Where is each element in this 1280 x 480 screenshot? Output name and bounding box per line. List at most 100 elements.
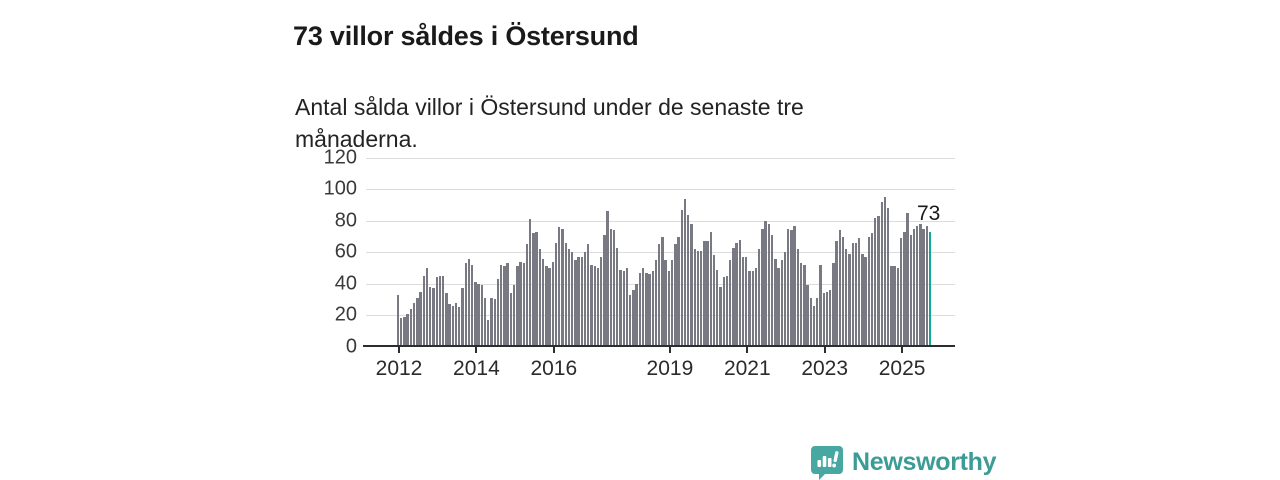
chart-subtitle: Antal sålda villor i Östersund under de … bbox=[295, 94, 804, 152]
bar bbox=[777, 267, 780, 347]
bar bbox=[796, 249, 800, 347]
bar bbox=[396, 294, 400, 347]
bar bbox=[690, 223, 693, 347]
bar bbox=[874, 217, 877, 347]
bar bbox=[725, 275, 729, 347]
x-tick-mark bbox=[823, 347, 826, 354]
bar bbox=[545, 266, 548, 347]
newsworthy-wordmark: Newsworthy bbox=[852, 447, 997, 476]
bar bbox=[551, 261, 554, 347]
bar bbox=[774, 258, 777, 347]
bar bbox=[806, 285, 809, 347]
newsworthy-chart-bubble-icon bbox=[810, 445, 844, 480]
bar bbox=[516, 266, 519, 347]
bar bbox=[780, 260, 783, 347]
highlighted-value-label: 73 bbox=[917, 202, 941, 225]
bar bbox=[709, 231, 713, 347]
x-tick-label: 2025 bbox=[878, 357, 926, 380]
bar bbox=[803, 264, 806, 347]
bar bbox=[703, 241, 706, 347]
bar bbox=[767, 223, 771, 347]
bar bbox=[535, 231, 538, 347]
bar bbox=[464, 263, 467, 347]
bar bbox=[412, 302, 416, 347]
bar bbox=[812, 305, 816, 347]
bar bbox=[867, 236, 871, 347]
bar bbox=[890, 266, 893, 347]
x-tick-mark bbox=[901, 347, 904, 354]
bar bbox=[809, 297, 812, 347]
bar bbox=[719, 286, 722, 347]
bar bbox=[706, 241, 709, 347]
bar bbox=[503, 266, 506, 347]
bar bbox=[567, 249, 571, 347]
x-tick-mark bbox=[552, 347, 555, 354]
x-tick-mark bbox=[475, 347, 478, 354]
highlighted-bar bbox=[928, 231, 932, 347]
bar bbox=[641, 267, 645, 347]
bar bbox=[406, 313, 409, 347]
gridline bbox=[366, 189, 955, 191]
bar bbox=[432, 288, 435, 347]
bar bbox=[583, 252, 587, 347]
bar bbox=[687, 214, 690, 347]
bar bbox=[596, 267, 600, 347]
bar bbox=[512, 285, 516, 347]
bar bbox=[493, 299, 496, 347]
bar bbox=[851, 242, 854, 347]
bar bbox=[448, 304, 451, 347]
x-tick-label: 2016 bbox=[530, 357, 578, 380]
chart-title: 73 villor såldes i Östersund bbox=[293, 21, 639, 52]
bar bbox=[570, 252, 574, 347]
bar bbox=[925, 225, 929, 347]
bar bbox=[483, 297, 487, 347]
bar bbox=[500, 264, 503, 347]
bar bbox=[445, 293, 448, 347]
y-tick-label: 60 bbox=[334, 240, 357, 263]
bar bbox=[574, 260, 577, 347]
bar bbox=[538, 249, 542, 347]
bar bbox=[754, 267, 758, 347]
bar bbox=[616, 247, 619, 347]
bar bbox=[480, 285, 484, 347]
bar bbox=[716, 269, 719, 347]
bar bbox=[793, 225, 796, 347]
bar bbox=[883, 197, 887, 347]
bar bbox=[467, 258, 471, 347]
bar bbox=[832, 263, 835, 347]
bar bbox=[490, 297, 493, 347]
bar bbox=[599, 256, 603, 347]
bar bbox=[648, 274, 651, 347]
bar bbox=[532, 233, 535, 347]
bar bbox=[819, 264, 822, 347]
bar bbox=[838, 230, 842, 347]
bar bbox=[419, 291, 422, 347]
bar bbox=[841, 236, 845, 347]
bar bbox=[609, 228, 613, 347]
bar bbox=[845, 249, 848, 347]
x-tick-mark bbox=[398, 347, 400, 354]
bar bbox=[758, 249, 761, 347]
bar bbox=[425, 267, 429, 347]
bar bbox=[864, 256, 867, 347]
bar bbox=[893, 266, 896, 347]
bar bbox=[664, 260, 667, 347]
bar bbox=[470, 264, 474, 347]
bar bbox=[564, 242, 567, 347]
bar bbox=[441, 275, 445, 347]
bar bbox=[680, 209, 683, 347]
bar bbox=[787, 228, 790, 347]
bar bbox=[603, 234, 606, 347]
bar bbox=[435, 277, 438, 347]
bar bbox=[870, 233, 874, 347]
bar bbox=[670, 260, 674, 347]
gridline bbox=[366, 315, 955, 317]
bar bbox=[919, 223, 922, 347]
bar bbox=[861, 253, 864, 347]
bar bbox=[577, 256, 580, 347]
bar bbox=[622, 271, 625, 347]
newsworthy-logo[interactable]: Newsworthy bbox=[810, 444, 997, 480]
bar bbox=[593, 266, 596, 347]
bar bbox=[645, 272, 648, 347]
